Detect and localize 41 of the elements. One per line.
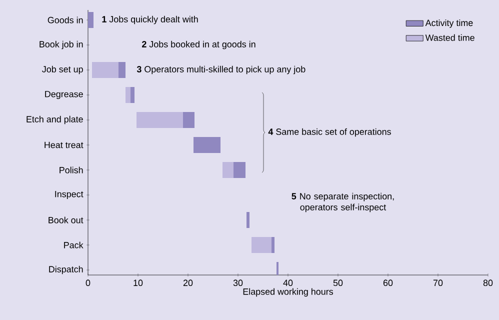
annotation: 2 Jobs booked in at goods in [142, 40, 256, 50]
legend-label: Activity time [425, 19, 473, 28]
bar [118, 62, 126, 78]
annotation: 4 Same basic set of operations [268, 128, 391, 137]
bar [233, 162, 246, 178]
bar [246, 212, 250, 228]
x-tick-label: 40 [283, 280, 293, 286]
bar [88, 12, 94, 28]
x-tick-label: 10 [134, 280, 143, 286]
y-tick-label: Heat treat [44, 142, 84, 148]
bar [183, 112, 194, 128]
y-tick-label: Etch and plate [26, 116, 83, 124]
bar [130, 87, 134, 103]
x-tick-label: 70 [433, 280, 443, 286]
y-tick-label: Goods in [48, 16, 83, 24]
y-tick-label: Job set up [42, 66, 83, 74]
y-tick-label: Book out [48, 216, 84, 224]
x-tick-label: 60 [383, 280, 393, 286]
bar [92, 62, 118, 78]
y-tick-label: Degrease [45, 90, 83, 100]
x-tick-label: 30 [233, 280, 243, 286]
bar [126, 87, 130, 103]
y-tick-label: Inspect [55, 190, 84, 200]
x-tick-label: 20 [183, 280, 193, 286]
y-tick-label: Book job in [40, 40, 83, 50]
bar [271, 237, 274, 253]
x-axis-title: Elapsed working hours [243, 288, 333, 297]
y-tick-label: Polish [60, 166, 83, 174]
bar [136, 112, 183, 128]
x-tick-label: 50 [333, 280, 343, 286]
bar [251, 237, 272, 253]
x-tick-label: 0 [86, 280, 90, 286]
annotation: 1 Jobs quickly dealt with [102, 16, 198, 24]
x-tick-label: 80 [483, 280, 493, 286]
annotation: 5 No separate inspection, operators self-inspect [292, 192, 394, 212]
y-tick-label: Pack [64, 242, 84, 248]
bar [222, 162, 234, 178]
legend-label: Wasted time [425, 34, 474, 41]
y-tick-label: Dispatch [49, 266, 83, 274]
bar [194, 137, 220, 153]
annotation: 3 Operators multi-skilled to pick up any job [136, 66, 306, 74]
